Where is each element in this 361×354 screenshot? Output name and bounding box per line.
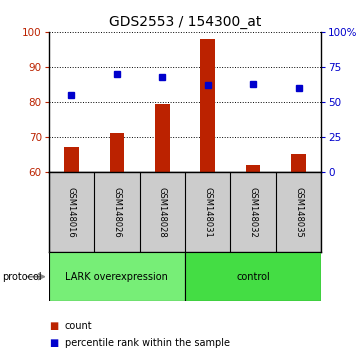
Bar [110, 133, 124, 172]
Text: GSM148035: GSM148035 [294, 187, 303, 238]
Text: ■: ■ [49, 338, 58, 348]
Text: protocol: protocol [2, 272, 42, 282]
Text: percentile rank within the sample: percentile rank within the sample [65, 338, 230, 348]
Bar [49, 252, 185, 301]
Bar [200, 39, 215, 172]
Text: LARK overexpression: LARK overexpression [65, 272, 168, 282]
Text: GSM148016: GSM148016 [67, 187, 76, 238]
Text: GSM148032: GSM148032 [249, 187, 258, 238]
Bar [64, 147, 79, 172]
Text: control: control [236, 272, 270, 282]
Bar [155, 104, 170, 172]
Text: count: count [65, 321, 93, 331]
Bar [291, 154, 306, 172]
Title: GDS2553 / 154300_at: GDS2553 / 154300_at [109, 16, 261, 29]
Text: GSM148026: GSM148026 [112, 187, 121, 238]
Text: ■: ■ [49, 321, 58, 331]
Text: GSM148028: GSM148028 [158, 187, 167, 238]
Text: GSM148031: GSM148031 [203, 187, 212, 238]
Bar [246, 165, 260, 172]
Bar [185, 252, 321, 301]
